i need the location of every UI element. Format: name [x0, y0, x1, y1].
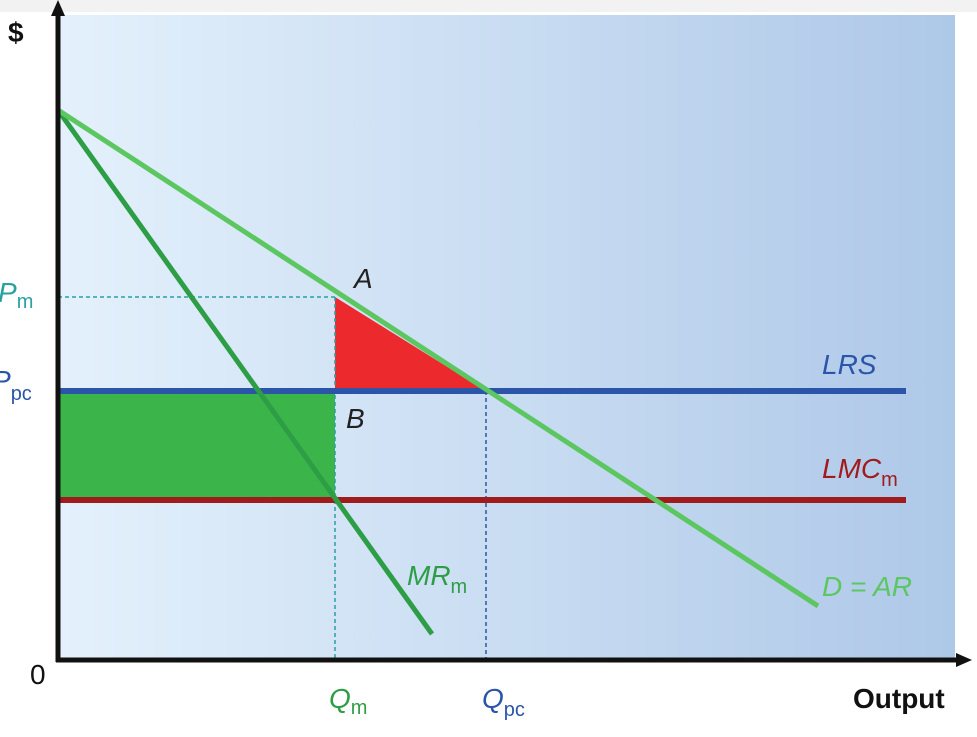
y-axis-label: $: [8, 17, 24, 48]
label-part: m: [451, 576, 468, 598]
lmc-label: LMCm: [822, 453, 898, 491]
point-a: A: [352, 263, 373, 294]
y-arrow: [51, 0, 65, 16]
label-part: P: [0, 277, 17, 308]
pm-label: Pm: [0, 277, 33, 313]
label-part: Q: [329, 683, 351, 714]
label-part: pc: [11, 383, 32, 405]
x-arrow: [956, 653, 972, 667]
label-part: pc: [504, 699, 525, 721]
label-part: LMC: [822, 453, 882, 484]
qpc-label: Qpc: [482, 683, 525, 721]
qm-label: Qm: [329, 683, 367, 719]
lrs-label: LRS: [822, 349, 877, 380]
mr-label: MRm: [407, 560, 467, 598]
mr-line: [55, 108, 435, 636]
label-part: m: [881, 469, 898, 491]
x-axis-label: Output: [853, 683, 945, 714]
label-part: MR: [407, 560, 451, 591]
label-part: P: [0, 365, 11, 396]
ppc-label: Ppc: [0, 365, 32, 405]
plot-background: [58, 15, 955, 660]
point-b: B: [346, 403, 365, 434]
label-part: m: [351, 697, 368, 719]
demand-label: D = AR: [822, 571, 912, 602]
label-part: Q: [482, 683, 504, 714]
top-bar: [0, 0, 977, 12]
demand-line: [56, 107, 820, 609]
label-part: m: [17, 291, 34, 313]
origin-label: 0: [30, 659, 46, 690]
green-area: [58, 391, 335, 500]
